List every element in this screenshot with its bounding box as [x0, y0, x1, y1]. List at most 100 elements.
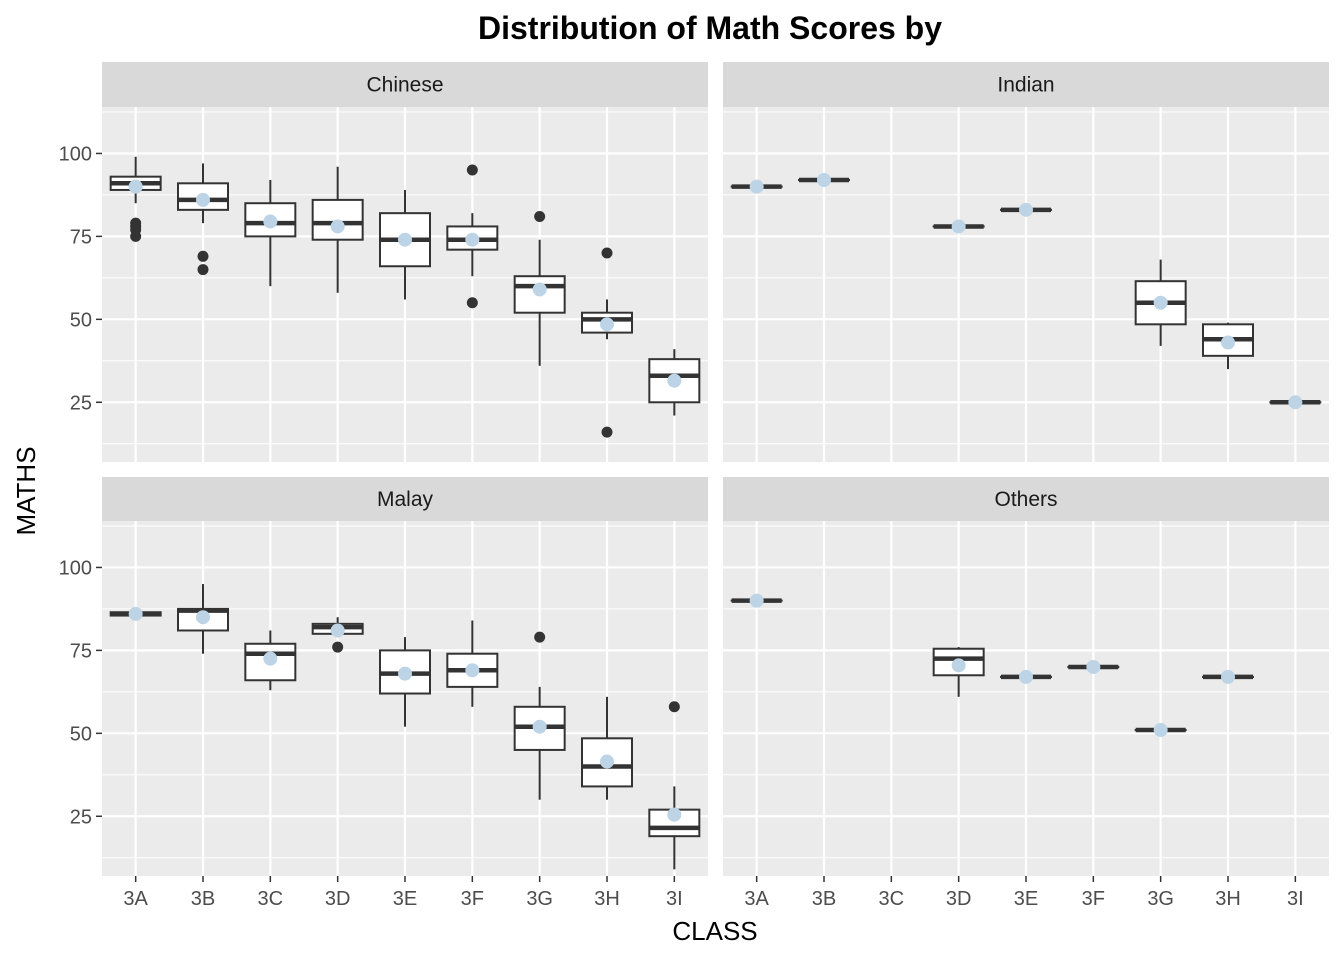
- y-tick-label: 75: [70, 226, 92, 248]
- mean-point: [532, 282, 547, 297]
- x-tick-label: 3G: [526, 888, 553, 910]
- x-tick-label: 3C: [879, 888, 905, 910]
- panel-grid: Chinese 25 50 75 100 Indian Malay 25 50 75 100 3A 3B…: [59, 62, 1329, 910]
- mean-point: [1086, 659, 1101, 674]
- panel-malay: Malay 25 50 75 100 3A 3B 3C 3D 3E 3F 3G 3H 3I: [59, 477, 708, 910]
- x-tick-label: 3I: [1287, 888, 1304, 910]
- mean-point: [817, 172, 831, 187]
- panel-indian: Indian: [723, 62, 1329, 462]
- x-tick-label: 3B: [191, 888, 215, 910]
- mean-point: [600, 317, 614, 332]
- boxplot-malay-3f: [446, 620, 499, 707]
- boxplot-others-3g: [1134, 723, 1187, 738]
- boxplot-malay-3b: [177, 584, 229, 654]
- mean-point: [128, 179, 143, 194]
- x-tick-label: 3F: [461, 888, 484, 910]
- mean-point: [1019, 669, 1033, 684]
- boxplot-chinese-3i: [648, 349, 701, 416]
- mean-point: [263, 214, 278, 229]
- mean-point: [128, 606, 143, 621]
- mean-point: [465, 232, 480, 247]
- strip-label-others: Others: [994, 488, 1057, 511]
- outlier-point: [534, 631, 546, 643]
- strip-label-malay: Malay: [377, 488, 434, 511]
- boxplot-others-3a: [730, 593, 783, 608]
- mean-point: [532, 719, 547, 734]
- boxplot-indian-3b: [798, 172, 850, 187]
- mean-point: [1153, 295, 1168, 310]
- boxplot-chinese-3b: [177, 163, 229, 276]
- x-tick-label: 3A: [123, 888, 148, 910]
- boxplot-others-3f: [1067, 659, 1120, 674]
- x-tick-label: 3F: [1082, 888, 1105, 910]
- mean-point: [196, 610, 210, 625]
- x-tick-label: 3A: [744, 888, 769, 910]
- mean-point: [330, 219, 345, 234]
- outlier-point: [534, 210, 546, 222]
- boxplot-malay-3g: [513, 631, 566, 800]
- x-tick-label: 3D: [325, 888, 351, 910]
- boxplot-chinese-3e: [379, 189, 431, 300]
- outlier-point: [130, 230, 142, 242]
- boxplot-indian-3e: [1000, 202, 1052, 217]
- y-tick-label: 75: [70, 640, 92, 662]
- x-tick-label: 3H: [594, 888, 620, 910]
- boxplot-indian-3d: [932, 219, 985, 234]
- strip-malay: [102, 477, 708, 521]
- mean-point: [465, 663, 480, 678]
- strip-label-chinese: Chinese: [366, 74, 443, 97]
- chart-title: Distribution of Math Scores by: [478, 10, 942, 46]
- boxplot-indian-3a: [730, 179, 783, 194]
- x-tick-label: 3E: [1014, 888, 1038, 910]
- boxplot-chinese-3c: [244, 179, 297, 287]
- boxplot-others-3h: [1202, 669, 1254, 684]
- outlier-point: [332, 641, 344, 653]
- box: [648, 358, 701, 404]
- boxplot-chinese-3d: [311, 166, 364, 293]
- x-tick-label: 3D: [946, 888, 972, 910]
- boxplot-chinese-3a: [109, 156, 162, 242]
- x-tick-label: 3I: [666, 888, 683, 910]
- boxplot-others-3d: [932, 647, 985, 697]
- mean-point: [196, 192, 210, 207]
- boxplot-malay-3a: [109, 606, 162, 621]
- x-tick-label: 3B: [812, 888, 836, 910]
- mean-point: [330, 623, 345, 638]
- boxplot-others-3e: [1000, 669, 1052, 684]
- mean-point: [951, 219, 966, 234]
- mean-point: [1221, 335, 1235, 350]
- x-tick-label: 3G: [1147, 888, 1174, 910]
- boxplot-chinese-3f: [446, 164, 499, 309]
- outlier-point: [668, 701, 680, 713]
- strip-others: [723, 477, 1329, 521]
- outlier-point: [601, 426, 613, 438]
- mean-point: [398, 666, 412, 681]
- mean-point: [951, 658, 966, 673]
- panel-others: Others 3A 3B 3C 3D 3E 3F 3G 3H 3I: [723, 477, 1329, 910]
- boxplot-malay-3c: [244, 630, 297, 691]
- mean-point: [667, 807, 682, 822]
- boxplot-chinese-3g: [513, 210, 566, 366]
- outlier-point: [197, 250, 209, 262]
- x-tick-label: 3C: [258, 888, 284, 910]
- mean-point: [1153, 723, 1168, 738]
- boxplot-indian-3h: [1202, 322, 1254, 370]
- y-axis-title: MATHS: [11, 446, 41, 535]
- y-tick-label: 100: [59, 557, 92, 579]
- y-tick-label: 50: [70, 309, 92, 331]
- x-tick-label: 3E: [393, 888, 417, 910]
- mean-point: [263, 651, 278, 666]
- mean-point: [600, 754, 614, 769]
- boxplot-malay-3e: [379, 637, 431, 727]
- strip-indian: [723, 62, 1329, 107]
- boxplot-malay-3i: [648, 701, 701, 870]
- mean-point: [1288, 395, 1303, 410]
- y-tick-label: 100: [59, 143, 92, 165]
- y-tick-label: 50: [70, 723, 92, 745]
- panel-chinese: Chinese 25 50 75 100: [59, 62, 708, 462]
- strip-chinese: [102, 62, 708, 107]
- x-axis-title: CLASS: [672, 916, 757, 946]
- y-tick-label: 25: [70, 392, 92, 414]
- mean-point: [749, 593, 764, 608]
